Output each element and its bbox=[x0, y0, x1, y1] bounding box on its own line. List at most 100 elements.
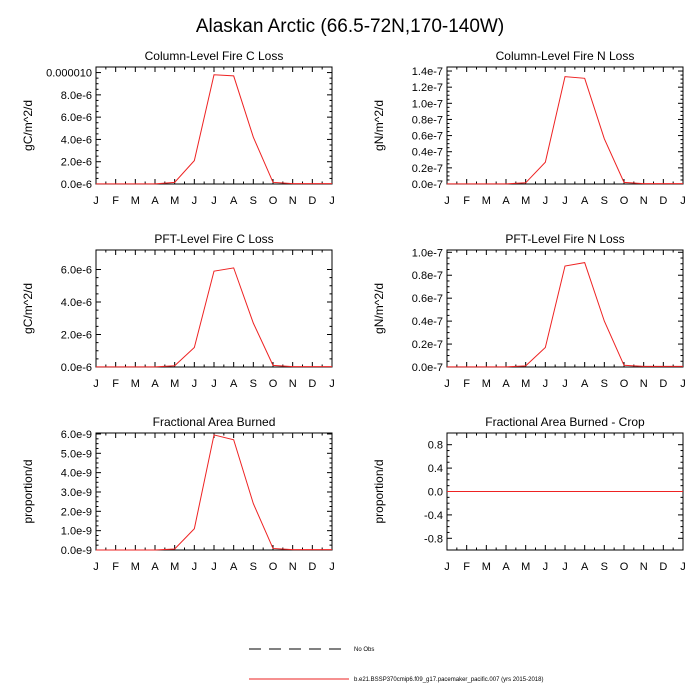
x-tick-label: J bbox=[543, 195, 549, 207]
x-tick-label: N bbox=[640, 561, 648, 573]
x-tick-label: M bbox=[170, 195, 179, 207]
x-tick-label: J bbox=[680, 561, 686, 573]
y-tick-label: 1.0e-9 bbox=[61, 526, 92, 538]
plot-frame bbox=[95, 66, 333, 185]
y-tick-label: 0.0e-6 bbox=[61, 179, 92, 191]
chart-panel-6: Fractional Area Burned - Crop proportion/… bbox=[372, 415, 686, 573]
x-tick-label: J bbox=[444, 561, 450, 573]
legend-model-label: b.e21.BSSP370cmip6.f09_g17.pacemaker_pac… bbox=[354, 677, 543, 683]
y-tick-label: 0.4e-7 bbox=[412, 316, 443, 328]
x-tick-label: M bbox=[131, 195, 140, 207]
y-tick-label: 2.0e-9 bbox=[61, 506, 92, 518]
x-tick-label: A bbox=[151, 561, 159, 573]
x-tick-label: D bbox=[308, 378, 316, 390]
x-tick-label: J bbox=[329, 561, 335, 573]
x-tick-label: A bbox=[581, 378, 589, 390]
x-tick-label: J bbox=[211, 378, 217, 390]
x-tick-label: D bbox=[659, 561, 667, 573]
y-tick-label: 1.0e-7 bbox=[412, 247, 443, 259]
x-tick-label: F bbox=[112, 195, 119, 207]
x-tick-label: J bbox=[562, 561, 568, 573]
x-tick-label: S bbox=[250, 378, 257, 390]
x-tick-label: N bbox=[640, 378, 648, 390]
chart-title: Fractional Area Burned bbox=[153, 415, 276, 429]
series-line-1 bbox=[447, 76, 683, 185]
y-tick-label: 4.0e-9 bbox=[61, 468, 92, 480]
y-axis-label: gN/m^2/d bbox=[372, 100, 386, 151]
chart-title: Fractional Area Burned - Crop bbox=[485, 415, 645, 429]
x-tick-label: D bbox=[308, 561, 316, 573]
legend: No Obs b.e21.BSSP370cmip6.f09_g17.pacemak… bbox=[249, 647, 543, 683]
y-tick-label: 0.2e-7 bbox=[412, 339, 443, 351]
x-tick-label: F bbox=[112, 561, 119, 573]
y-tick-label: 4.0e-6 bbox=[61, 297, 92, 309]
y-axis-label: gN/m^2/d bbox=[372, 283, 386, 334]
y-axis-label: gC/m^2/d bbox=[21, 100, 35, 151]
x-tick-label: F bbox=[112, 378, 119, 390]
x-tick-label: D bbox=[659, 195, 667, 207]
x-tick-label: S bbox=[601, 561, 608, 573]
x-tick-label: M bbox=[170, 561, 179, 573]
legend-obs-label: No Obs bbox=[354, 647, 374, 653]
y-tick-label: 6.0e-6 bbox=[61, 112, 92, 124]
x-tick-label: J bbox=[192, 195, 198, 207]
y-tick-label: 5.0e-9 bbox=[61, 448, 92, 460]
x-tick-label: M bbox=[170, 378, 179, 390]
x-tick-label: D bbox=[308, 195, 316, 207]
y-tick-label: 4.0e-6 bbox=[61, 134, 92, 146]
chart-title: Column-Level Fire N Loss bbox=[496, 49, 635, 63]
x-tick-label: J bbox=[329, 378, 335, 390]
x-tick-label: A bbox=[502, 378, 510, 390]
x-tick-label: A bbox=[151, 378, 159, 390]
x-tick-label: J bbox=[192, 378, 198, 390]
y-tick-label: -0.8 bbox=[424, 533, 443, 545]
y-axis-label: proportion/d bbox=[372, 459, 386, 523]
x-tick-label: F bbox=[463, 561, 470, 573]
y-tick-label: 0.4e-7 bbox=[412, 147, 443, 159]
y-tick-label: 0.0e-6 bbox=[61, 362, 92, 374]
series-line-1 bbox=[96, 434, 332, 551]
y-tick-label: 1.2e-7 bbox=[412, 82, 443, 94]
x-tick-label: O bbox=[620, 561, 629, 573]
y-tick-label: 1.0e-7 bbox=[412, 98, 443, 110]
series-line-1 bbox=[96, 267, 332, 368]
x-tick-label: J bbox=[211, 561, 217, 573]
x-tick-label: M bbox=[482, 195, 491, 207]
x-tick-label: M bbox=[482, 378, 491, 390]
y-tick-label: 6.0e-6 bbox=[61, 265, 92, 277]
x-tick-label: M bbox=[131, 378, 140, 390]
x-tick-label: J bbox=[444, 378, 450, 390]
y-tick-label: 2.0e-6 bbox=[61, 330, 92, 342]
y-tick-label: 3.0e-9 bbox=[61, 487, 92, 499]
x-tick-label: M bbox=[521, 378, 530, 390]
y-tick-label: 0.8e-7 bbox=[412, 270, 443, 282]
x-tick-label: A bbox=[230, 561, 238, 573]
x-tick-label: A bbox=[230, 195, 238, 207]
y-tick-label: 6.0e-9 bbox=[61, 429, 92, 441]
y-tick-label: 0.000010 bbox=[46, 68, 92, 80]
x-tick-label: D bbox=[659, 378, 667, 390]
x-tick-label: M bbox=[521, 195, 530, 207]
x-tick-label: A bbox=[502, 195, 510, 207]
plot-frame bbox=[95, 249, 333, 368]
x-tick-label: A bbox=[581, 195, 589, 207]
y-tick-label: 1.4e-7 bbox=[412, 66, 443, 78]
series-line-1 bbox=[96, 74, 332, 185]
x-tick-label: J bbox=[211, 195, 217, 207]
x-tick-label: M bbox=[131, 561, 140, 573]
x-tick-label: J bbox=[329, 195, 335, 207]
x-tick-label: O bbox=[269, 378, 278, 390]
plot-frame bbox=[446, 66, 684, 185]
y-tick-label: 0.8e-7 bbox=[412, 114, 443, 126]
chart-title: PFT-Level Fire N Loss bbox=[505, 232, 624, 246]
y-tick-label: 2.0e-6 bbox=[61, 157, 92, 169]
y-axis-label: proportion/d bbox=[21, 459, 35, 523]
x-tick-label: J bbox=[93, 195, 99, 207]
x-tick-label: F bbox=[463, 195, 470, 207]
x-tick-label: S bbox=[601, 195, 608, 207]
y-tick-label: 0.2e-7 bbox=[412, 163, 443, 175]
x-tick-label: A bbox=[151, 195, 159, 207]
